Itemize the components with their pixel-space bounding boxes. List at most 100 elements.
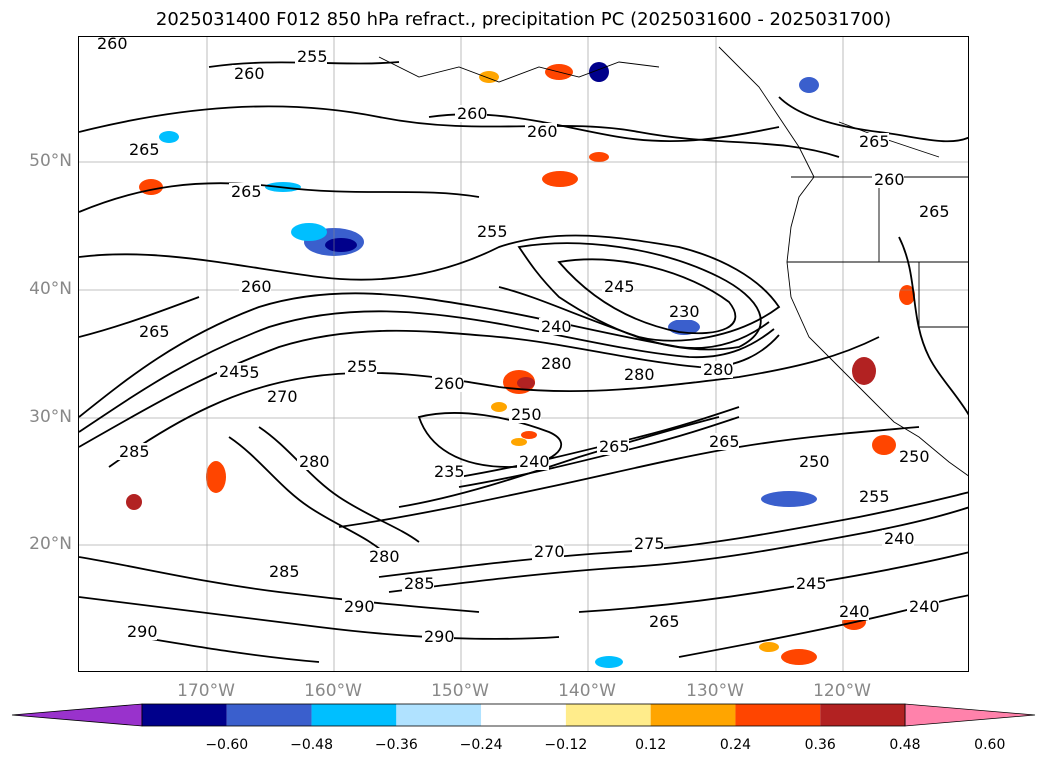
contour-label: 280 — [703, 360, 734, 379]
contour-label-bg — [797, 453, 829, 470]
contour-label-bg — [632, 535, 664, 552]
contour-label: 290 — [344, 597, 375, 616]
contour-label: 260 — [874, 170, 905, 189]
colorbar-tick-label: 0.48 — [889, 737, 921, 753]
contour-label: 280 — [541, 354, 572, 373]
colorbar-arrow-left — [11, 703, 143, 727]
map-canvas: 260 255 260 260 260 265 265 265 260 265 265 260 255 2… — [79, 37, 968, 671]
chart-title: 2025031400 F012 850 hPa refract., precip… — [155, 9, 892, 30]
contour-label-bg — [232, 65, 264, 82]
contour-label-bg — [137, 323, 169, 340]
colorbar-arrow-right — [904, 703, 1036, 727]
contour-label: 235 — [434, 462, 465, 481]
colorbar-tick-label: −0.48 — [290, 737, 333, 753]
contour-label-bg — [267, 563, 299, 580]
contour-label: 260 — [527, 122, 558, 141]
contour-label-bg — [367, 548, 399, 565]
contour-label: 265 — [919, 202, 950, 221]
contour-label: 240 — [884, 529, 915, 548]
colorbar-bin — [820, 704, 905, 726]
lat-label-30n: 30°N — [29, 407, 72, 427]
contour-label: 265 — [599, 437, 630, 456]
contour-label: 240 — [909, 597, 940, 616]
contour-label-bg — [917, 203, 949, 220]
contour-label: 265 — [859, 132, 890, 151]
contour-label: 240 — [519, 452, 550, 471]
contour-label-bg — [667, 303, 699, 320]
contour-label-bg — [597, 438, 629, 455]
contour-label-bg — [907, 598, 939, 615]
colorbar-tick-label: −0.36 — [374, 737, 418, 753]
contour-label-bg — [857, 133, 889, 150]
contour-label: 240 — [839, 602, 870, 621]
contour-label-bg — [539, 355, 571, 372]
contour-label-bg — [532, 543, 564, 560]
contour-label-bg — [95, 37, 127, 52]
contour-label: 265 — [709, 432, 740, 451]
contour-label-bg — [701, 361, 733, 378]
contour-label: 240 — [541, 317, 572, 336]
lat-label-40n: 40°N — [29, 279, 72, 299]
lon-label-150w: 150°W — [431, 681, 489, 701]
lon-label-120w: 120°W — [813, 681, 871, 701]
contour-label: 255 — [347, 357, 378, 376]
contour-label-bg — [509, 406, 541, 423]
contour-label-bg — [295, 48, 327, 65]
contour-label: 260 — [434, 374, 465, 393]
contour-label: 265 — [129, 140, 160, 159]
contour-label-bg — [239, 278, 271, 295]
contour-label: 270 — [534, 542, 565, 561]
contour-label-bg — [857, 488, 889, 505]
contour-label: 285 — [269, 562, 300, 581]
contour-label-bg — [229, 183, 261, 200]
contour-label: 265 — [139, 322, 170, 341]
lon-label-170w: 170°W — [177, 681, 235, 701]
contour-label: 255 — [477, 222, 508, 241]
contour-label: 270 — [267, 387, 298, 406]
contour-label: 230 — [669, 302, 700, 321]
colorbar — [11, 703, 1036, 727]
contour-label-bg — [342, 598, 374, 615]
lat-label-20n: 20°N — [29, 534, 72, 554]
contour-label-bg — [525, 123, 557, 140]
contour-label-bg — [297, 453, 329, 470]
contour-label-bg — [127, 141, 159, 158]
contour-label: 250 — [799, 452, 830, 471]
contour-label-bg — [707, 433, 739, 450]
contour-label: 285 — [119, 442, 150, 461]
contour-label-bg — [897, 448, 929, 465]
lon-label-130w: 130°W — [686, 681, 744, 701]
contour-label: 280 — [624, 365, 655, 384]
contour-label-bg — [602, 278, 634, 295]
contour-label-bg — [432, 375, 464, 392]
contour-label: 260 — [241, 277, 272, 296]
contour-label: 280 — [299, 452, 330, 471]
contour-label: 250 — [899, 447, 930, 466]
contour-label: 250 — [511, 405, 542, 424]
contour-label: 245 — [796, 574, 827, 593]
contour-label-bg — [422, 628, 454, 645]
contour-label: 260 — [234, 64, 265, 83]
colorbar-tick-label: −0.12 — [544, 737, 588, 753]
precip-shading — [126, 62, 915, 668]
contour-label-bg — [539, 318, 571, 335]
contour-label-bg — [647, 613, 679, 630]
contour-label: 290 — [127, 622, 158, 641]
contour-label: 290 — [424, 627, 455, 646]
contour-label-bg — [125, 623, 157, 640]
contour-label-bg — [882, 530, 914, 547]
map-panel: 260 255 260 260 260 265 265 265 260 265 265 260 255 2… — [78, 36, 969, 672]
colorbar-tick-label: 0.36 — [804, 737, 836, 753]
contour-label: 265 — [231, 182, 262, 201]
contour-label-bg — [217, 363, 249, 380]
refractivity-contours — [79, 61, 968, 663]
colorbar-bin — [481, 704, 566, 726]
contour-label-bg — [872, 171, 904, 188]
contour-label: 255 — [297, 47, 328, 66]
contour-label: 260 — [457, 104, 488, 123]
contour-label-bg — [432, 463, 464, 480]
colorbar-bin — [311, 704, 397, 726]
contour-label-bg — [517, 453, 549, 470]
contour-label-bg — [402, 575, 434, 592]
colorbar-bin — [650, 704, 736, 726]
